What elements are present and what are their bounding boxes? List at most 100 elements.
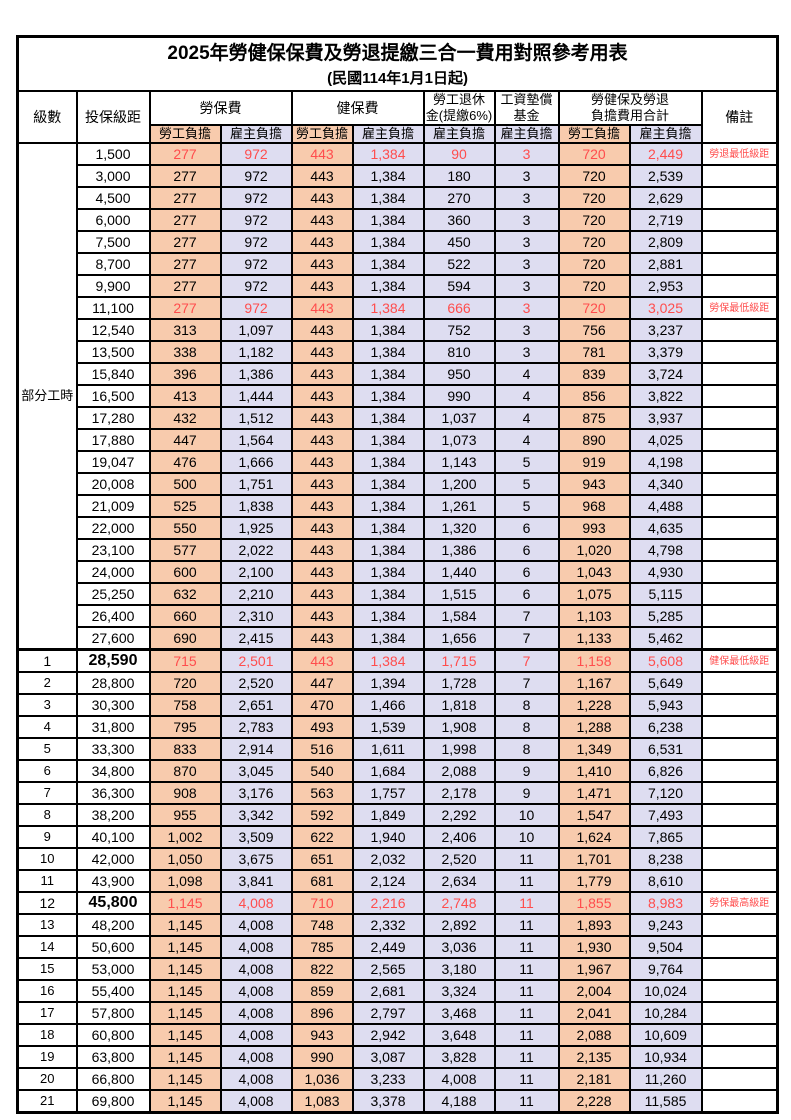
- total-employer-cell: 4,798: [628, 538, 703, 562]
- wage-fund-employer-cell: 3: [493, 340, 560, 364]
- labor-employer-cell: 2,520: [219, 671, 293, 695]
- health-employee-cell: 443: [290, 604, 354, 628]
- table-row: 15,840 396 1,386 443 1,384 950 4 839 3,724: [18, 362, 779, 386]
- labor-employee-cell: 715: [148, 648, 222, 673]
- labor-employee-cell: 955: [148, 803, 222, 827]
- labor-employer-cell: 1,925: [219, 516, 293, 540]
- labor-employee-cell: 908: [148, 781, 222, 805]
- labor-employee-cell: 1,145: [148, 1045, 222, 1069]
- remark-cell: [700, 252, 779, 276]
- health-employer-cell: 1,384: [351, 384, 425, 408]
- total-employer-cell: 10,609: [628, 1023, 703, 1047]
- total-employer-cell: 9,243: [628, 913, 703, 937]
- bracket-cell: 33,300: [75, 737, 151, 761]
- remark-cell: [700, 274, 779, 298]
- level-cell: 18: [16, 1023, 78, 1047]
- bracket-cell: 45,800: [75, 891, 151, 915]
- health-employee-cell: 443: [290, 384, 354, 408]
- table-row: 21,009 525 1,838 443 1,384 1,261 5 968 4,488: [18, 494, 779, 518]
- health-employer-cell: 1,384: [351, 406, 425, 430]
- health-employer-cell: 1,384: [351, 560, 425, 584]
- table-row: 19,047 476 1,666 443 1,384 1,143 5 919 4,198: [18, 450, 779, 474]
- level-cell: 15: [16, 957, 78, 981]
- remark-cell: [700, 362, 779, 386]
- wage-fund-employer-cell: 11: [493, 1023, 560, 1047]
- wage-fund-employer-cell: 6: [493, 538, 560, 562]
- health-employee-cell: 470: [290, 693, 354, 717]
- bracket-cell: 60,800: [75, 1023, 151, 1047]
- total-employee-cell: 720: [557, 164, 631, 188]
- total-employee-cell: 2,228: [557, 1089, 631, 1114]
- total-employer-cell: 5,285: [628, 604, 703, 628]
- labor-employee-cell: 1,145: [148, 957, 222, 981]
- pension-employer-cell: 990: [422, 384, 496, 408]
- total-employee-cell: 1,624: [557, 825, 631, 849]
- health-employee-cell: 443: [290, 494, 354, 518]
- total-employee-cell: 720: [557, 252, 631, 276]
- remark-cell: [700, 230, 779, 254]
- table-row: 6,000 277 972 443 1,384 360 3 720 2,719: [18, 208, 779, 232]
- health-employee-cell: 447: [290, 671, 354, 695]
- pension-employer-cell: 594: [422, 274, 496, 298]
- remark-cell: [700, 582, 779, 606]
- health-employer-cell: 1,684: [351, 759, 425, 783]
- table-row: 17,280 432 1,512 443 1,384 1,037 4 875 3,937: [18, 406, 779, 430]
- labor-employee-cell: 525: [148, 494, 222, 518]
- table-row: 14 50,600 1,145 4,008 785 2,449 3,036 11 1,930 9,…: [16, 935, 779, 959]
- remark-cell: [700, 186, 779, 210]
- col-header-remark: 備註: [700, 90, 779, 144]
- total-employer-cell: 4,635: [628, 516, 703, 540]
- labor-employer-cell: 3,841: [219, 869, 293, 893]
- total-employee-cell: 1,701: [557, 847, 631, 871]
- labor-employer-cell: 4,008: [219, 1089, 293, 1114]
- table-row: 22,000 550 1,925 443 1,384 1,320 6 993 4,635: [18, 516, 779, 540]
- table-row: 部分工時 1,500 277 972 443 1,384 90 3 720 2,449 勞退最低級距: [16, 142, 779, 651]
- subheader-labor-employer: 雇主負擔: [219, 124, 293, 144]
- health-employee-cell: 443: [290, 230, 354, 254]
- labor-employee-cell: 432: [148, 406, 222, 430]
- wage-fund-employer-cell: 7: [493, 671, 560, 695]
- labor-employer-cell: 972: [219, 208, 293, 232]
- subheader-pension-employer: 雇主負擔: [422, 124, 496, 144]
- table-row: 17 57,800 1,145 4,008 896 2,797 3,468 11 2,041 10…: [16, 1001, 779, 1025]
- health-employee-cell: 785: [290, 935, 354, 959]
- labor-employee-cell: 1,098: [148, 869, 222, 893]
- total-employer-cell: 11,585: [628, 1089, 703, 1114]
- remark-cell: [700, 1067, 779, 1091]
- wage-fund-employer-cell: 7: [493, 604, 560, 628]
- remark-cell: [700, 979, 779, 1003]
- health-employer-cell: 1,466: [351, 693, 425, 717]
- wage-fund-employer-cell: 10: [493, 825, 560, 849]
- table-row: 23,100 577 2,022 443 1,384 1,386 6 1,020 4,798: [18, 538, 779, 562]
- labor-employee-cell: 277: [148, 208, 222, 232]
- total-employer-cell: 7,120: [628, 781, 703, 805]
- total-employer-cell: 3,937: [628, 406, 703, 430]
- bracket-cell: 30,300: [75, 693, 151, 717]
- remark-cell: [700, 472, 779, 496]
- total-employee-cell: 1,893: [557, 913, 631, 937]
- level-cell: 17: [16, 1001, 78, 1025]
- bracket-cell: 9,900: [75, 274, 151, 298]
- total-employee-cell: 1,020: [557, 538, 631, 562]
- pension-employer-cell: 3,468: [422, 1001, 496, 1025]
- remark-cell: [700, 759, 779, 783]
- total-employer-cell: 3,025: [628, 296, 703, 320]
- total-employer-cell: 2,629: [628, 186, 703, 210]
- pension-employer-cell: 2,892: [422, 913, 496, 937]
- total-employer-cell: 8,610: [628, 869, 703, 893]
- total-employer-cell: 4,930: [628, 560, 703, 584]
- health-employee-cell: 443: [290, 164, 354, 188]
- pension-employer-cell: 1,200: [422, 472, 496, 496]
- remark-cell: [700, 1023, 779, 1047]
- total-employee-cell: 720: [557, 186, 631, 210]
- pension-employer-cell: 4,008: [422, 1067, 496, 1091]
- health-employer-cell: 3,378: [351, 1089, 425, 1114]
- total-employer-cell: 6,531: [628, 737, 703, 761]
- table-row: 9 40,100 1,002 3,509 622 1,940 2,406 10 1,624 7,8…: [16, 825, 779, 849]
- col-header-level: 級數: [16, 90, 78, 144]
- wage-fund-employer-cell: 8: [493, 737, 560, 761]
- pension-employer-cell: 4,188: [422, 1089, 496, 1114]
- table-row: 15 53,000 1,145 4,008 822 2,565 3,180 11 1,967 9,…: [16, 957, 779, 981]
- labor-employer-cell: 2,022: [219, 538, 293, 562]
- remark-cell: 健保最低級距: [700, 648, 779, 673]
